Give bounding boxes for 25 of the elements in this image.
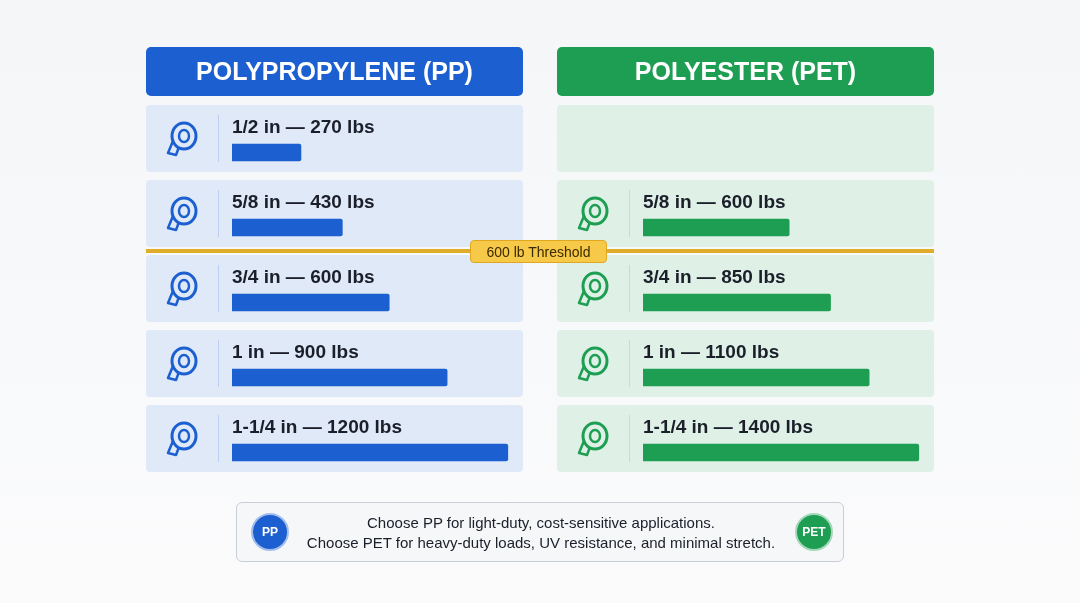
y-tick-label: 5/8 in — 430 lbs [232,190,375,212]
y-tick-label: 5/8 in — 600 lbs [643,190,786,212]
bar [643,368,870,387]
y-tick-label: 1-1/4 in — 1400 lbs [643,415,814,437]
y-tick-label: 1 in — 1100 lbs [643,340,780,362]
chart-title: POLYESTER (PET) [557,47,934,96]
y-tick-label: 3/4 in — 850 lbs [643,265,786,287]
y-tick-label: 1-1/4 in — 1200 lbs [232,415,403,437]
chart-title: POLYPROPYLENE (PP) [146,47,523,96]
text: Choose PP for light-duty, cost-sensitive applications. [366,513,716,533]
text: PET [795,513,833,551]
bar [643,218,790,237]
bar [232,443,509,462]
y-tick-label: 1/2 in — 270 lbs [232,115,375,137]
y-tick-label: 1 in — 900 lbs [232,340,359,362]
annotation: 600 lb Threshold [470,240,607,263]
bar [643,293,831,312]
text: PP [251,513,289,551]
y-tick-label: 3/4 in — 600 lbs [232,265,375,287]
bar [232,218,343,237]
bar [232,143,302,162]
text: Choose PET for heavy-duty loads, UV resistance, and minimal stretch. [305,533,777,553]
bar [232,368,448,387]
bar [643,443,920,462]
bar [232,293,390,312]
